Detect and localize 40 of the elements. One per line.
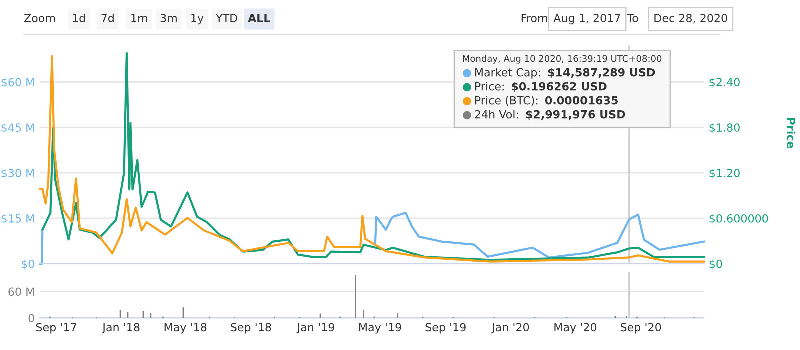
text: ALL bbox=[248, 14, 270, 22]
y-tick-label: 0 bbox=[28, 314, 34, 323]
annotation: Price: $0.196262 USD bbox=[475, 82, 607, 92]
annotation: 24h Vol: $2,991,976 USD bbox=[475, 110, 626, 120]
x-tick-label: Sep '20 bbox=[620, 323, 662, 334]
x-tick-label: Sep '19 bbox=[426, 323, 466, 334]
x-tick-label: May '20 bbox=[554, 323, 597, 334]
y2-tick-label: $1.80 bbox=[710, 123, 740, 134]
y-tick-label: $60 M bbox=[2, 78, 34, 88]
y-tick-label: $45 M bbox=[2, 123, 34, 134]
text: YTD bbox=[216, 14, 238, 22]
text: 1m bbox=[132, 14, 148, 22]
x-tick-label: Sep '18 bbox=[231, 323, 272, 334]
y2-tick-label: $1.20 bbox=[710, 168, 740, 179]
x-tick-label: Sep '17 bbox=[36, 323, 76, 334]
text: Zoom bbox=[24, 14, 56, 22]
text: Aug 1, 2017 bbox=[554, 14, 620, 25]
annotation: Monday, Aug 10 2020, 16:39:19 UTC+08:00 bbox=[463, 55, 662, 64]
x-tick-label: Jan '19 bbox=[296, 323, 334, 334]
x-tick-label: Jan '18 bbox=[102, 323, 140, 334]
text: 3m bbox=[160, 14, 177, 22]
text: 7d bbox=[102, 14, 114, 22]
text: 1d bbox=[73, 14, 86, 22]
text: Dec 28, 2020 bbox=[654, 14, 728, 24]
text: To bbox=[627, 14, 638, 22]
y-tick-label: $30 M bbox=[2, 168, 34, 179]
y2-tick-label: $0 bbox=[710, 260, 722, 270]
x-tick-label: May '18 bbox=[164, 323, 207, 334]
y2-tick-label: $2.40 bbox=[710, 78, 740, 88]
y-tick-label: $15 M bbox=[2, 214, 34, 224]
y-tick-label: $0 bbox=[22, 260, 34, 270]
annotation: Market Cap: $14,587,289 USD bbox=[475, 68, 656, 79]
text: From bbox=[522, 14, 548, 22]
x-tick-label: Jan '20 bbox=[491, 323, 530, 334]
annotation: Price (BTC): 0.00001635 bbox=[475, 96, 618, 106]
y2-axis-title: Price bbox=[787, 118, 796, 148]
y2-tick-label: $0.600000 bbox=[710, 214, 768, 224]
x-tick-label: May '19 bbox=[360, 323, 402, 334]
text: 1y bbox=[192, 14, 204, 25]
y-tick-label: 60 M bbox=[8, 288, 34, 296]
